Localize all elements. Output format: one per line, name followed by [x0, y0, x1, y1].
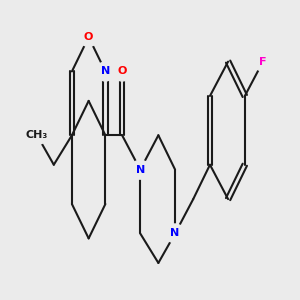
Circle shape — [131, 160, 150, 179]
Text: O: O — [117, 66, 127, 76]
Text: F: F — [259, 57, 267, 67]
Text: N: N — [136, 165, 145, 175]
Circle shape — [28, 126, 46, 145]
Text: N: N — [101, 66, 110, 76]
Circle shape — [166, 224, 184, 243]
Circle shape — [96, 62, 115, 81]
Text: N: N — [170, 229, 180, 238]
Circle shape — [112, 62, 132, 81]
Circle shape — [254, 52, 272, 71]
Text: O: O — [84, 32, 93, 42]
Circle shape — [79, 28, 98, 46]
Text: CH₃: CH₃ — [26, 130, 48, 140]
